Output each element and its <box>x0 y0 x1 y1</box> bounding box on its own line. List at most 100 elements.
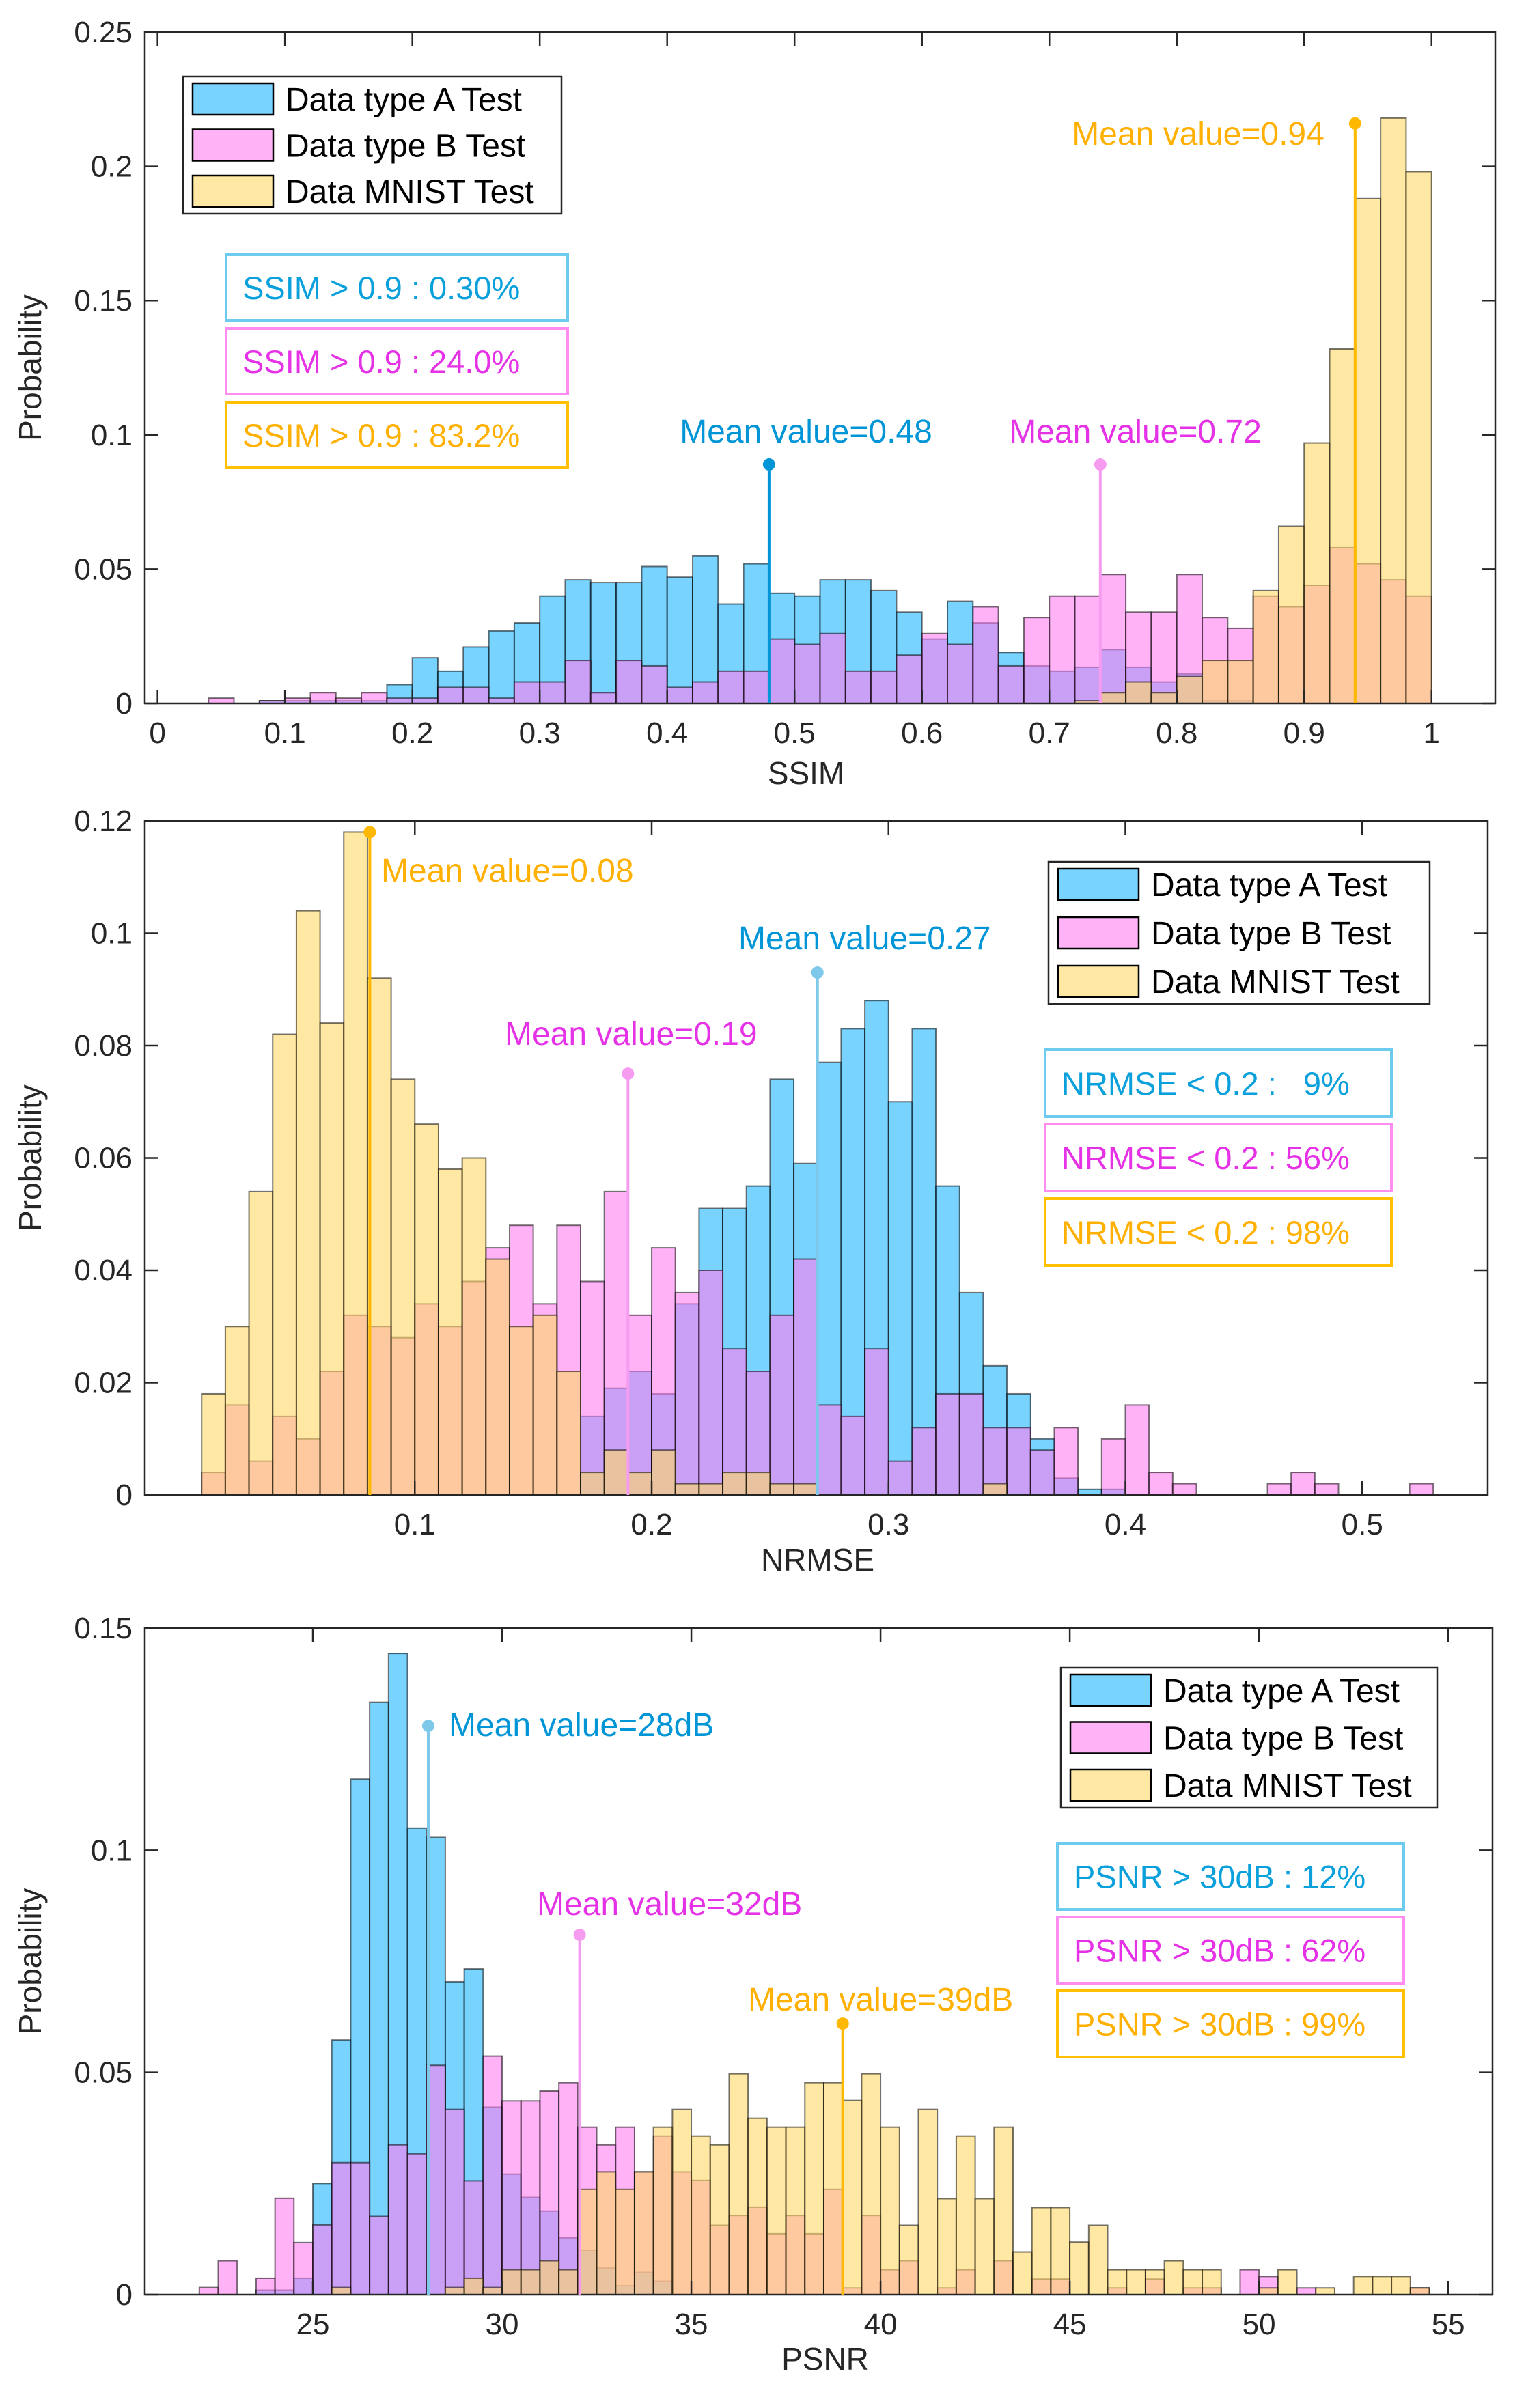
stat-text: SSIM > 0.9 : 83.2% <box>242 417 520 453</box>
histogram-bar <box>463 2180 484 2296</box>
stat-box-frame <box>1056 1916 1405 1985</box>
stat-box: NRMSE < 0.2 : 98% <box>1044 1197 1393 1267</box>
histogram-bar <box>1258 2287 1279 2295</box>
histogram-bar <box>921 632 949 705</box>
histogram-bar <box>513 681 541 705</box>
stat-box-frame <box>225 253 569 322</box>
histogram-bar <box>414 1123 439 1496</box>
histogram-bar <box>947 643 974 704</box>
y-tick-label: 0.06 <box>74 1142 133 1175</box>
histogram-bar <box>1372 2276 1393 2296</box>
y-tick-label: 0.1 <box>91 1834 133 1867</box>
histogram-bar <box>997 664 1025 705</box>
histogram-bar <box>955 2135 976 2295</box>
histogram-bar <box>198 2286 219 2296</box>
x-tick-label: 0.5 <box>774 716 816 750</box>
histogram-bar <box>319 1022 345 1496</box>
histogram-bar <box>842 2099 863 2296</box>
histogram-bar <box>361 692 388 704</box>
legend-swatch <box>191 82 275 116</box>
y-axis-label: Probability <box>12 294 48 441</box>
histogram-bar <box>896 654 923 704</box>
histogram-bar <box>437 1168 463 1496</box>
x-tick-label: 50 <box>1243 2308 1276 2341</box>
stat-box-frame <box>1044 1123 1393 1192</box>
histogram-bar <box>785 2126 806 2296</box>
histogram-bar <box>461 1157 487 1496</box>
histogram-bar <box>520 2269 541 2296</box>
stat-text: NRMSE < 0.2 : 9% <box>1062 1065 1350 1102</box>
histogram-bar <box>1099 574 1127 704</box>
histogram-bar <box>248 1190 274 1496</box>
legend-swatch <box>191 174 275 208</box>
histogram-bar <box>698 1483 724 1496</box>
histogram-bar <box>880 2126 900 2296</box>
histogram-bar <box>217 2260 238 2295</box>
x-tick-label: 0.1 <box>264 716 306 750</box>
legend-entry-label: Data type A Test <box>1163 1673 1400 1709</box>
histogram-bar <box>822 2082 844 2296</box>
histogram-bar <box>651 1449 676 1496</box>
histogram-bar <box>887 1460 913 1496</box>
histogram-bar <box>293 2241 314 2296</box>
histogram-bar <box>295 910 321 1496</box>
x-tick-label: 35 <box>675 2308 708 2341</box>
histogram-bar <box>488 630 515 704</box>
histogram-bar <box>485 1258 510 1496</box>
histogram-bar <box>1227 660 1254 705</box>
histogram-bar <box>691 681 719 705</box>
histogram-bar <box>717 670 745 704</box>
x-tick-label: 55 <box>1432 2308 1465 2341</box>
histogram-bar <box>482 2286 503 2296</box>
histogram-bar <box>482 2055 503 2296</box>
mean-marker-dot <box>622 1067 635 1080</box>
mean-value-label: Mean value=0.72 <box>1009 414 1262 450</box>
plot-axes-box <box>143 31 1497 705</box>
histogram-bar <box>691 2135 711 2295</box>
histogram-bar <box>911 1028 937 1496</box>
histogram-bar <box>343 831 368 1496</box>
legend-entry-label: Data type B Test <box>1151 916 1391 952</box>
x-tick-label: 0.7 <box>1029 716 1070 750</box>
legend: Data type A Test Data type B Test Data MNI… <box>182 75 563 215</box>
mean-marker-dot <box>363 826 376 839</box>
mean-value-label: Mean value=0.48 <box>680 414 932 450</box>
histogram-bar <box>769 1483 795 1496</box>
histogram-bar <box>1409 2287 1430 2295</box>
histogram-bar <box>1296 2287 1317 2295</box>
histogram-bar <box>615 2188 635 2295</box>
histogram-bar <box>911 1427 937 1496</box>
histogram-bar <box>201 1392 226 1496</box>
histogram-bar <box>898 2224 919 2296</box>
legend-entry-label: Data MNIST Test <box>1163 1768 1412 1804</box>
histogram-bar <box>1144 2269 1165 2296</box>
histogram-bar <box>917 2108 939 2296</box>
x-tick-label: 30 <box>486 2308 519 2341</box>
mean-value-label: Mean value=28dB <box>449 1707 714 1744</box>
x-tick-label: 45 <box>1053 2308 1087 2341</box>
histogram-bar <box>369 2215 389 2295</box>
histogram-bar <box>1380 117 1407 705</box>
x-tick-label: 0.4 <box>1105 1508 1146 1541</box>
histogram-bar <box>793 1483 818 1496</box>
histogram-bar <box>1012 2251 1033 2295</box>
histogram-bar <box>1031 2207 1052 2295</box>
histogram-bar <box>579 1280 605 1496</box>
x-axis-label: PSNR <box>781 2341 869 2377</box>
y-tick-label: 0.25 <box>74 16 133 49</box>
legend-entry-label: Data type A Test <box>286 82 522 118</box>
histogram-bar <box>816 1404 842 1496</box>
histogram-bar <box>1023 617 1051 705</box>
x-tick-label: 1 <box>1424 716 1440 750</box>
stat-box: PSNR > 30dB : 12% <box>1056 1842 1405 1911</box>
x-tick-label: 0.3 <box>519 716 561 750</box>
histogram-bar <box>1290 1472 1316 1496</box>
histogram-bar <box>350 2161 371 2295</box>
histogram-bar <box>840 1415 866 1496</box>
y-tick-label: 0.02 <box>74 1367 133 1400</box>
histogram-bar <box>411 657 439 705</box>
y-tick-label: 0.04 <box>74 1254 133 1287</box>
histogram-bar <box>698 1270 724 1496</box>
